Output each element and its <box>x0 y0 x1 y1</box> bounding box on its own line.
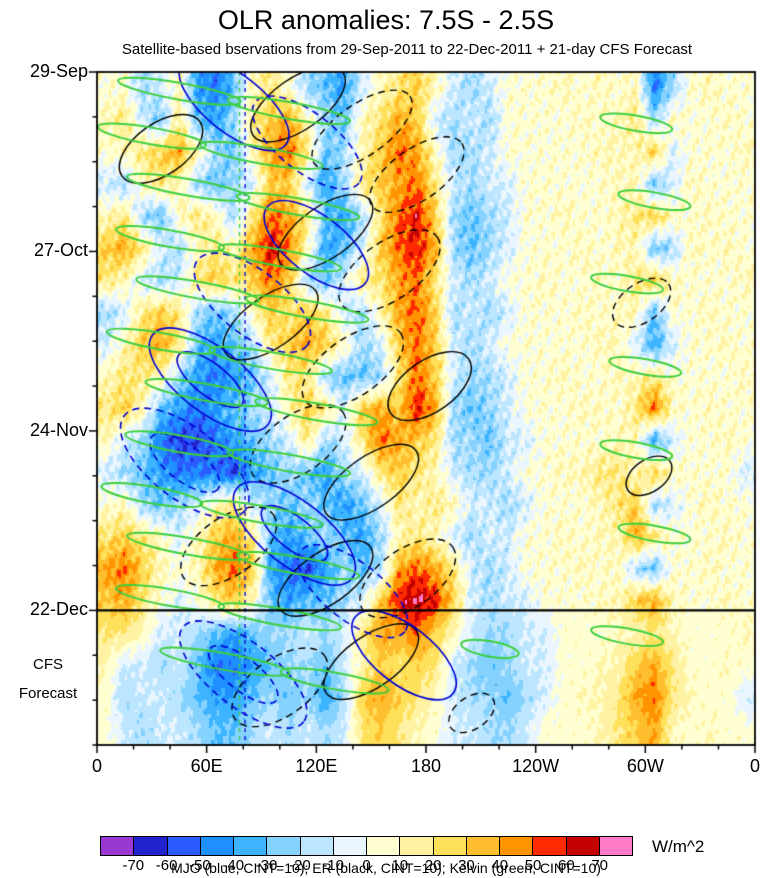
legend-caption: MJO (blue, CINT=10); ER (black, CINT=10)… <box>171 860 601 876</box>
colorbar-tick-label: 20 <box>424 857 442 874</box>
colorbar-segment <box>100 836 135 856</box>
x-tick-label: 120E <box>295 756 338 776</box>
colorbar-segment <box>332 836 367 856</box>
colorbar-segment <box>598 836 633 856</box>
colorbar-tick-label: -30 <box>255 857 278 874</box>
colorbar-tick-label: 50 <box>524 857 542 874</box>
colorbar-tick-label: -20 <box>289 857 311 874</box>
colorbar-segment <box>499 836 534 856</box>
colorbar-tick-label: 60 <box>558 857 575 874</box>
colorbar-tick-label: -40 <box>222 857 245 874</box>
colorbar-segment <box>133 836 168 856</box>
x-tick-label: 180 <box>410 756 442 776</box>
colorbar-segment <box>166 836 201 856</box>
colorbar-tick-labels: -70 -60 -50 -40 -30 -20 -10 0 10 20 30 40 50 60 70 <box>100 857 633 875</box>
y-tick-label: 29-Sep <box>29 61 88 81</box>
colorbar-tick-label: -50 <box>189 857 211 874</box>
colorbar-segment <box>199 836 234 856</box>
colorbar-tick-label: 70 <box>591 857 609 874</box>
x-tick-label: 120W <box>512 756 560 776</box>
colorbar-tick-label: 10 <box>391 857 409 874</box>
x-tick-label: 60E <box>190 756 223 776</box>
colorbar-tick-label: 40 <box>491 857 509 874</box>
colorbar-segment <box>532 836 567 856</box>
colorbar-units-label: W/m^2 <box>652 837 705 856</box>
colorbar-tick-label: -70 <box>122 857 145 874</box>
colorbar-segment <box>465 836 500 856</box>
colorbar-tick-label: 30 <box>458 857 475 874</box>
colorbar-segment <box>399 836 434 856</box>
x-tick-label: 0 <box>749 756 761 776</box>
colorbar-segment <box>565 836 600 856</box>
x-tick-label: 60W <box>626 756 664 776</box>
forecast-label: Forecast <box>18 685 78 702</box>
colorbar <box>100 836 633 856</box>
colorbar-segment <box>366 836 401 856</box>
colorbar-segment <box>299 836 334 856</box>
y-tick-label: 24-Nov <box>29 419 88 440</box>
colorbar-tick-label: 0 <box>362 857 371 874</box>
y-tick-label: 22-Dec <box>29 599 88 620</box>
colorbar-tick-label: -60 <box>155 857 178 874</box>
y-tick-label: 27-Oct <box>33 240 88 261</box>
colorbar-segment <box>432 836 467 856</box>
colorbar-tick-label: -10 <box>322 857 345 874</box>
x-tick-label: 0 <box>91 756 103 776</box>
colorbar-segment <box>266 836 301 856</box>
cfs-label: CFS <box>33 656 63 673</box>
colorbar-segment <box>233 836 268 856</box>
